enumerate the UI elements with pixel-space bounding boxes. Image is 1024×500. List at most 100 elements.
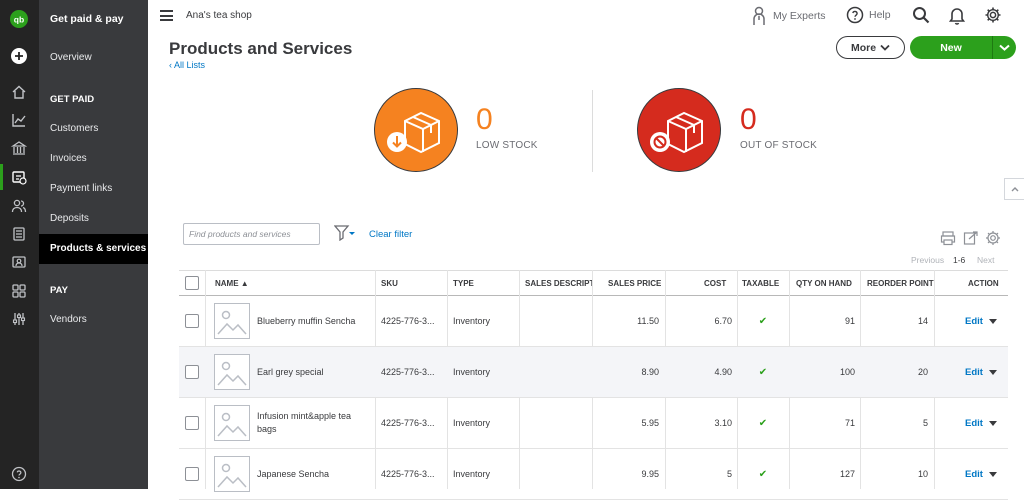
nav-item-customers[interactable]: Customers [50, 123, 99, 134]
out-of-stock-count: 0 [740, 103, 757, 136]
out-of-stock-label: OUT OF STOCK [740, 140, 818, 151]
nav-item-deposits[interactable]: Deposits [50, 213, 89, 224]
col-sales-price-header[interactable]: SALES PRICE [608, 279, 661, 288]
col-cost-header[interactable]: COST [704, 279, 727, 288]
settings-gear-icon[interactable] [984, 6, 1002, 24]
product-sales-price: 9.95 [641, 469, 659, 479]
product-sales-description [525, 347, 587, 397]
product-cost: 4.90 [714, 367, 732, 377]
col-type-header[interactable]: TYPE [453, 279, 474, 288]
row-checkbox[interactable] [185, 416, 199, 430]
clear-filter-link[interactable]: Clear filter [369, 229, 413, 240]
notifications-bell-icon[interactable] [949, 6, 965, 25]
col-taxable-header[interactable]: TAXABLE [742, 279, 780, 288]
col-sales-description-header[interactable]: SALES DESCRIPT [525, 279, 593, 288]
help-circle-icon[interactable] [11, 466, 27, 482]
nav-item-invoices[interactable]: Invoices [50, 153, 87, 164]
apps-icon[interactable] [11, 283, 27, 299]
filter-funnel-icon[interactable] [333, 225, 356, 246]
quickbooks-logo-icon[interactable]: qb [10, 10, 28, 28]
pager-previous[interactable]: Previous [911, 255, 945, 265]
chevron-down-icon [880, 42, 890, 54]
nav-item-products-services[interactable]: Products & services [39, 234, 148, 264]
new-button-label: New [940, 41, 962, 54]
col-reorder-point-header[interactable]: REORDER POINT [867, 279, 934, 288]
customers-icon[interactable] [11, 198, 27, 214]
more-button[interactable]: More [836, 36, 905, 59]
print-icon[interactable] [940, 230, 956, 251]
pager-next[interactable]: Next [977, 255, 995, 265]
edit-link[interactable]: Edit [965, 468, 983, 480]
edit-link[interactable]: Edit [965, 315, 983, 327]
side-navigation: Get paid & pay Overview GET PAID Custome… [39, 0, 148, 489]
product-sku: 4225-776-3... [381, 469, 435, 479]
product-type: Inventory [453, 367, 491, 377]
row-checkbox[interactable] [185, 467, 199, 481]
collapse-panel-tab[interactable] [1004, 178, 1024, 200]
action-dropdown-icon[interactable] [989, 347, 1001, 397]
select-all-checkbox[interactable] [185, 276, 199, 290]
nav-item-vendors[interactable]: Vendors [50, 314, 87, 325]
taxable-check-icon: ✔ [758, 468, 768, 480]
product-cost: 5 [726, 469, 732, 479]
home-icon[interactable] [11, 84, 27, 100]
taxable-check-icon: ✔ [758, 417, 768, 429]
banking-icon[interactable] [11, 140, 27, 156]
product-sales-description [525, 296, 587, 346]
table-row[interactable]: Japanese Sencha 4225-776-3... Inventory … [179, 449, 1008, 500]
col-sku-header[interactable]: SKU [381, 279, 398, 288]
table-settings-gear-icon[interactable] [985, 230, 1001, 251]
my-experts-button[interactable]: My Experts [751, 6, 826, 26]
help-icon [846, 6, 864, 24]
nav-item-payment-links[interactable]: Payment links [50, 183, 113, 194]
action-dropdown-icon[interactable] [989, 296, 1001, 346]
nav-heading-get-paid: GET PAID [50, 94, 95, 105]
new-button[interactable]: New [910, 36, 1016, 59]
action-dropdown-icon[interactable] [989, 398, 1001, 448]
table-row[interactable]: Blueberry muffin Sencha 4225-776-3... In… [179, 296, 1008, 347]
svg-text:qb: qb [14, 15, 24, 25]
table-header: NAME ▲ SKU TYPE SALES DESCRIPT SALES PRI… [179, 270, 1008, 296]
product-sales-price: 11.50 [637, 316, 659, 326]
new-dropdown-chevron-icon[interactable] [993, 36, 1016, 59]
edit-link[interactable]: Edit [965, 366, 983, 378]
my-experts-label: My Experts [773, 10, 826, 22]
all-lists-label: All Lists [174, 60, 206, 70]
get-paid-and-pay-icon[interactable] [11, 169, 27, 185]
col-action-header: ACTION [968, 279, 999, 288]
product-cost: 6.70 [714, 316, 732, 326]
search-icon[interactable] [912, 6, 930, 24]
col-name-header[interactable]: NAME ▲ [215, 279, 249, 288]
chevron-left-icon: ‹ [169, 60, 172, 70]
table-row[interactable]: Earl grey special 4225-776-3... Inventor… [179, 347, 1008, 398]
out-of-stock-tile[interactable] [637, 88, 721, 172]
product-sales-price: 5.95 [641, 418, 659, 428]
hamburger-menu-icon[interactable] [160, 10, 173, 21]
row-checkbox[interactable] [185, 314, 199, 328]
product-cost: 3.10 [714, 418, 732, 428]
reports-icon[interactable] [11, 112, 27, 128]
low-stock-tile[interactable] [374, 88, 458, 172]
out-of-stock-box-icon [650, 111, 703, 154]
new-button-divider [992, 36, 993, 59]
all-lists-link[interactable]: ‹ All Lists [169, 60, 205, 70]
active-indicator [0, 164, 3, 190]
table-row[interactable]: Infusion mint&apple tea bags 4225-776-3.… [179, 398, 1008, 449]
create-plus-icon[interactable] [11, 48, 27, 64]
tools-icon[interactable] [11, 311, 27, 327]
pager-range: 1-6 [953, 255, 966, 265]
help-button[interactable]: Help [846, 6, 891, 24]
nav-item-overview[interactable]: Overview [50, 52, 92, 63]
product-type: Inventory [453, 316, 491, 326]
taxable-check-icon: ✔ [758, 366, 768, 378]
row-checkbox[interactable] [185, 365, 199, 379]
product-reorder-point: 10 [917, 469, 928, 479]
accounting-icon[interactable] [11, 226, 27, 242]
action-dropdown-icon[interactable] [989, 449, 1001, 499]
col-qty-on-hand-header[interactable]: QTY ON HAND [796, 279, 852, 288]
export-icon[interactable] [963, 230, 979, 251]
nav-section-title: Get paid & pay [50, 13, 124, 25]
payroll-icon[interactable] [11, 254, 27, 270]
search-products-input[interactable]: Find products and services [183, 223, 320, 245]
edit-link[interactable]: Edit [965, 417, 983, 429]
